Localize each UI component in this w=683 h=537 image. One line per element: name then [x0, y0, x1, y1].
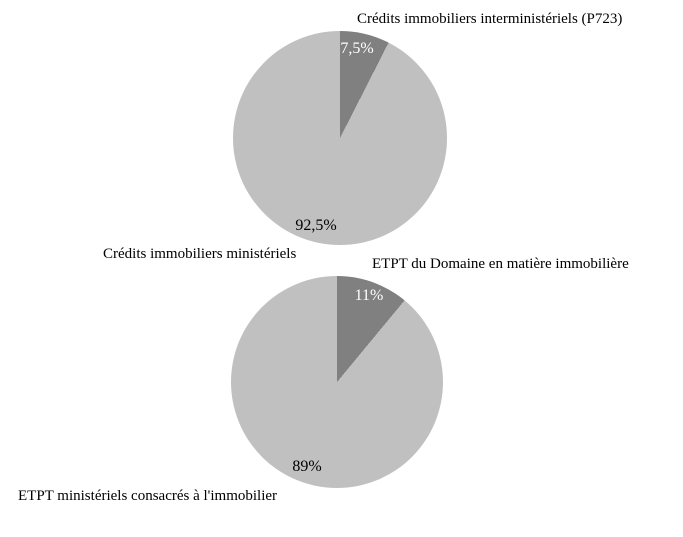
pie-chart-etpt	[231, 276, 443, 488]
slice-label-etpt-ministeriels: ETPT ministériels consacrés à l'immobili…	[18, 488, 278, 504]
pct-label-etpt-ministeriels: 89%	[292, 458, 322, 475]
pct-label-credits-interministeriels: 7,5%	[340, 40, 374, 57]
pct-label-credits-ministeriels: 92,5%	[295, 217, 337, 234]
slice-label-credits-ministeriels: Crédits immobiliers ministériels	[103, 246, 297, 262]
slice-label-credits-interministeriels: Crédits immobiliers interministériels (P…	[357, 11, 623, 27]
slice-label-etpt-domaine: ETPT du Domaine en matière immobilière	[372, 256, 629, 272]
pct-label-etpt-domaine: 11%	[354, 287, 384, 304]
pie-chart-credits-immobiliers	[233, 31, 447, 245]
